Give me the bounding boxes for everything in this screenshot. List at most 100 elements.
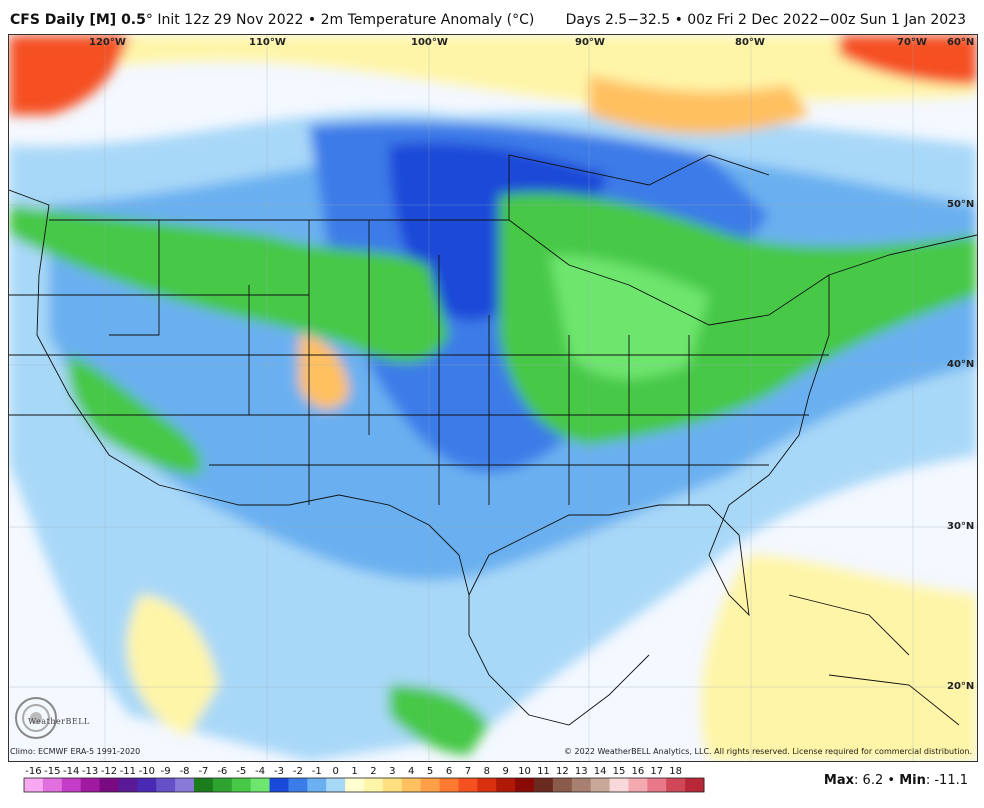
lon-label-70w: 70°W [897,37,927,48]
map-title: CFS Daily [M] 0.5° Init 12z 29 Nov 2022 … [10,12,534,28]
green-central-america [389,685,489,755]
colorbar-swatch [364,778,384,792]
colorbar-tick-label: 13 [575,766,588,777]
anomaly-fill-layer [9,35,977,761]
colorbar-tick-label: -15 [44,766,60,777]
red-northeast [839,35,977,85]
red-alaska [9,35,129,115]
max-min-stats: Max: 6.2 • Min: -11.1 [823,773,968,788]
colorbar-swatch [250,778,271,792]
min-label: Min [899,773,926,788]
orange-hudson [589,75,809,134]
canada-border [49,154,770,221]
colorbar-swatch [647,778,667,792]
yellow-caribbean [701,555,977,761]
yellow-pacific [127,595,219,735]
colorbar-swatch [458,778,478,792]
west-coast-border [9,189,650,726]
colorbar-swatches [23,777,705,793]
colorbar-tick-label: -2 [293,766,303,777]
climo-note: Climo: ECMWF ERA-5 1991-2020 [10,747,141,756]
colorbar-swatch [118,778,138,792]
colorbar-swatch [194,778,214,792]
lon-label-90w: 90°W [575,37,605,48]
colorbar-tick-label: -11 [120,766,136,777]
colorbar-tick-label: 4 [408,766,414,777]
colorbar-swatch [609,778,629,792]
colorbar-tick-label: 7 [465,766,471,777]
colorbar-tick-label: -16 [25,766,41,777]
colorbar-swatch [496,778,516,792]
colorbar-tick-label: 8 [484,766,490,777]
colorbar-tick-label: 3 [389,766,395,777]
colorbar-tick-label: -3 [274,766,284,777]
caribbean-islands [788,594,960,726]
colorbar-tick-label: 0 [332,766,338,777]
east-gulf-coast [468,275,830,617]
colorbar-swatch [288,778,308,792]
colorbar-swatch [552,778,573,792]
lon-label-120w: 120°W [89,37,126,48]
stats-bullet: • [887,773,896,788]
map-header: CFS Daily [M] 0.5° Init 12z 29 Nov 2022 … [0,0,984,34]
colorbar-tick-label: 5 [427,766,433,777]
colorbar-swatch [61,778,82,792]
colorbar-tick-label: -8 [180,766,190,777]
colorbar-tick-label: 15 [613,766,626,777]
lon-label-110w: 110°W [249,37,286,48]
lon-label-100w: 100°W [411,37,448,48]
political-boundaries [9,154,977,726]
colorbar-swatch [534,778,554,792]
colorbar-tick-label: 9 [502,766,508,777]
lat-label-20n: 20°N [947,681,975,692]
colorbar-swatch [326,778,346,792]
colorbar-swatch [231,778,252,792]
colorbar-swatch [382,778,403,792]
colorbar-swatch [269,778,289,792]
colorbar-tick-label: -10 [139,766,155,777]
colorbar-tick-label: 11 [537,766,550,777]
colorbar-swatch [439,778,459,792]
green-east [499,192,977,445]
colorbar-swatch [590,778,611,792]
colorbar-swatch [628,778,648,792]
colorbar-tick-label: 1 [351,766,357,777]
colorbar-tick-label: 16 [632,766,645,777]
state-lines-horizontal [9,294,829,466]
colorbar-tick-label: -5 [236,766,246,777]
colorbar-frame [23,777,705,793]
colorbar-swatch [345,778,365,792]
model-name: CFS Daily [M] 0.5 [10,12,146,28]
colorbar-swatch [24,778,44,792]
valid-period: Days 2.5−32.5 • 00z Fri 2 Dec 2022−00z S… [565,12,966,28]
colorbar-swatch [307,778,327,792]
lon-label-80w: 80°W [735,37,765,48]
colorbar-tick-label: -13 [82,766,98,777]
colorbar-labels: -16 -15 -14 -13 -12 -11 -10 -9 -8 -7 -6 -5 -4 -3 -2 -1 0… [25,766,682,777]
colorbar-swatch [80,778,101,792]
colorbar-swatch [666,778,686,792]
colorbar-tick-label: 14 [594,766,607,777]
title-bullet: • [307,12,317,28]
colorbar-tick-label: -9 [161,766,171,777]
lat-label-50n: 50°N [947,199,975,210]
colorbar-swatch [212,778,233,792]
colorbar-tick-label: -7 [198,766,208,777]
min-value: -11.1 [934,773,968,788]
colorbar-swatch [401,778,422,792]
colorbar-tick-label: -6 [217,766,227,777]
lat-label-40n: 40°N [947,359,975,370]
colorbar-tick-label: 2 [370,766,376,777]
logo-text: WeatherBELL [28,717,90,726]
colorbar-swatch [515,778,535,792]
green-west [9,205,449,363]
colorbar-swatch [137,778,157,792]
field-name: 2m Temperature Anomaly (°C) [320,12,535,28]
degree-mark: ° [145,12,153,28]
colorbar-tick-label: -4 [255,766,265,777]
lat-label-30n: 30°N [947,521,975,532]
colorbar-swatch [420,778,441,792]
colorbar: -16 -15 -14 -13 -12 -11 -10 -9 -8 -7 -6 -5 -4 -3 -2 -1 0… [23,766,705,793]
colorbar-tick-label: 17 [650,766,663,777]
map-panel: 120°W 110°W 100°W 90°W 80°W 70°W 60°N 50… [8,34,978,762]
